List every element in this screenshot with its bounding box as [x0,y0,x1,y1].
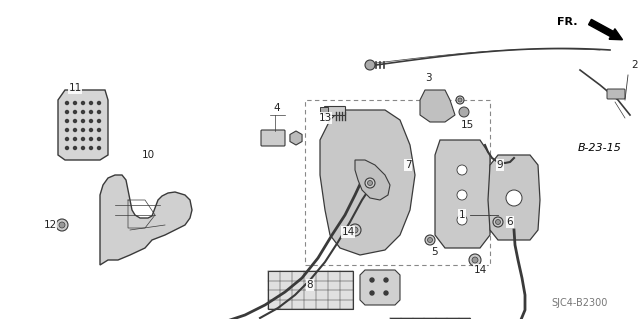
Circle shape [457,165,467,175]
Circle shape [81,129,84,131]
Circle shape [74,137,77,140]
Text: 10: 10 [141,150,155,160]
Circle shape [365,178,375,188]
Circle shape [65,120,68,122]
Circle shape [97,146,100,150]
Circle shape [65,129,68,131]
Polygon shape [58,90,108,160]
Circle shape [74,101,77,105]
Circle shape [65,137,68,140]
Text: 13: 13 [318,113,332,123]
FancyBboxPatch shape [324,107,346,115]
Circle shape [81,146,84,150]
Circle shape [459,107,469,117]
FancyBboxPatch shape [261,130,285,146]
Circle shape [493,217,503,227]
Circle shape [425,235,435,245]
Polygon shape [420,90,455,122]
Circle shape [81,120,84,122]
Text: 9: 9 [497,160,503,170]
Text: 4: 4 [274,103,280,113]
Text: 3: 3 [425,73,431,83]
Circle shape [352,227,358,233]
Circle shape [97,137,100,140]
Text: 14: 14 [341,227,355,237]
Circle shape [365,60,375,70]
Circle shape [97,110,100,114]
Circle shape [65,146,68,150]
Bar [268,271,353,309]
Circle shape [370,291,374,295]
Circle shape [65,110,68,114]
Text: 7: 7 [404,160,412,170]
Polygon shape [435,140,490,248]
Circle shape [506,190,522,206]
Text: 15: 15 [460,120,474,130]
Circle shape [469,254,481,266]
Bar [320,107,328,112]
Circle shape [384,278,388,282]
Circle shape [457,190,467,200]
Polygon shape [355,160,390,200]
Circle shape [90,129,93,131]
Circle shape [59,222,65,228]
Circle shape [384,291,388,295]
Circle shape [90,110,93,114]
Circle shape [74,129,77,131]
Circle shape [74,120,77,122]
Polygon shape [360,270,400,305]
Polygon shape [100,175,192,265]
Circle shape [97,101,100,105]
Polygon shape [320,110,415,255]
Circle shape [370,278,374,282]
Circle shape [74,146,77,150]
Circle shape [456,96,464,104]
Circle shape [457,215,467,225]
Circle shape [74,110,77,114]
Text: 12: 12 [44,220,56,230]
Text: B-23-15: B-23-15 [578,143,622,153]
Polygon shape [488,155,540,240]
Text: SJC4-B2300: SJC4-B2300 [552,298,608,308]
Bar [390,317,470,319]
Circle shape [367,181,372,186]
Circle shape [97,129,100,131]
Circle shape [90,101,93,105]
Circle shape [349,224,361,236]
Circle shape [81,101,84,105]
Circle shape [495,219,500,225]
Text: FR.: FR. [557,17,577,27]
Circle shape [81,110,84,114]
Text: 5: 5 [432,247,438,257]
Circle shape [472,257,478,263]
Circle shape [81,137,84,140]
FancyBboxPatch shape [607,89,625,99]
Text: 8: 8 [307,280,314,290]
Text: 11: 11 [68,83,82,93]
Circle shape [428,238,433,242]
Circle shape [56,219,68,231]
Text: 1: 1 [459,210,465,220]
Circle shape [97,120,100,122]
Circle shape [90,120,93,122]
Circle shape [90,146,93,150]
Text: 6: 6 [507,217,513,227]
Circle shape [65,101,68,105]
Bar [305,100,490,265]
Text: 2: 2 [632,60,638,70]
Circle shape [90,137,93,140]
Circle shape [458,98,462,102]
Text: 14: 14 [474,265,486,275]
FancyArrow shape [589,19,623,40]
